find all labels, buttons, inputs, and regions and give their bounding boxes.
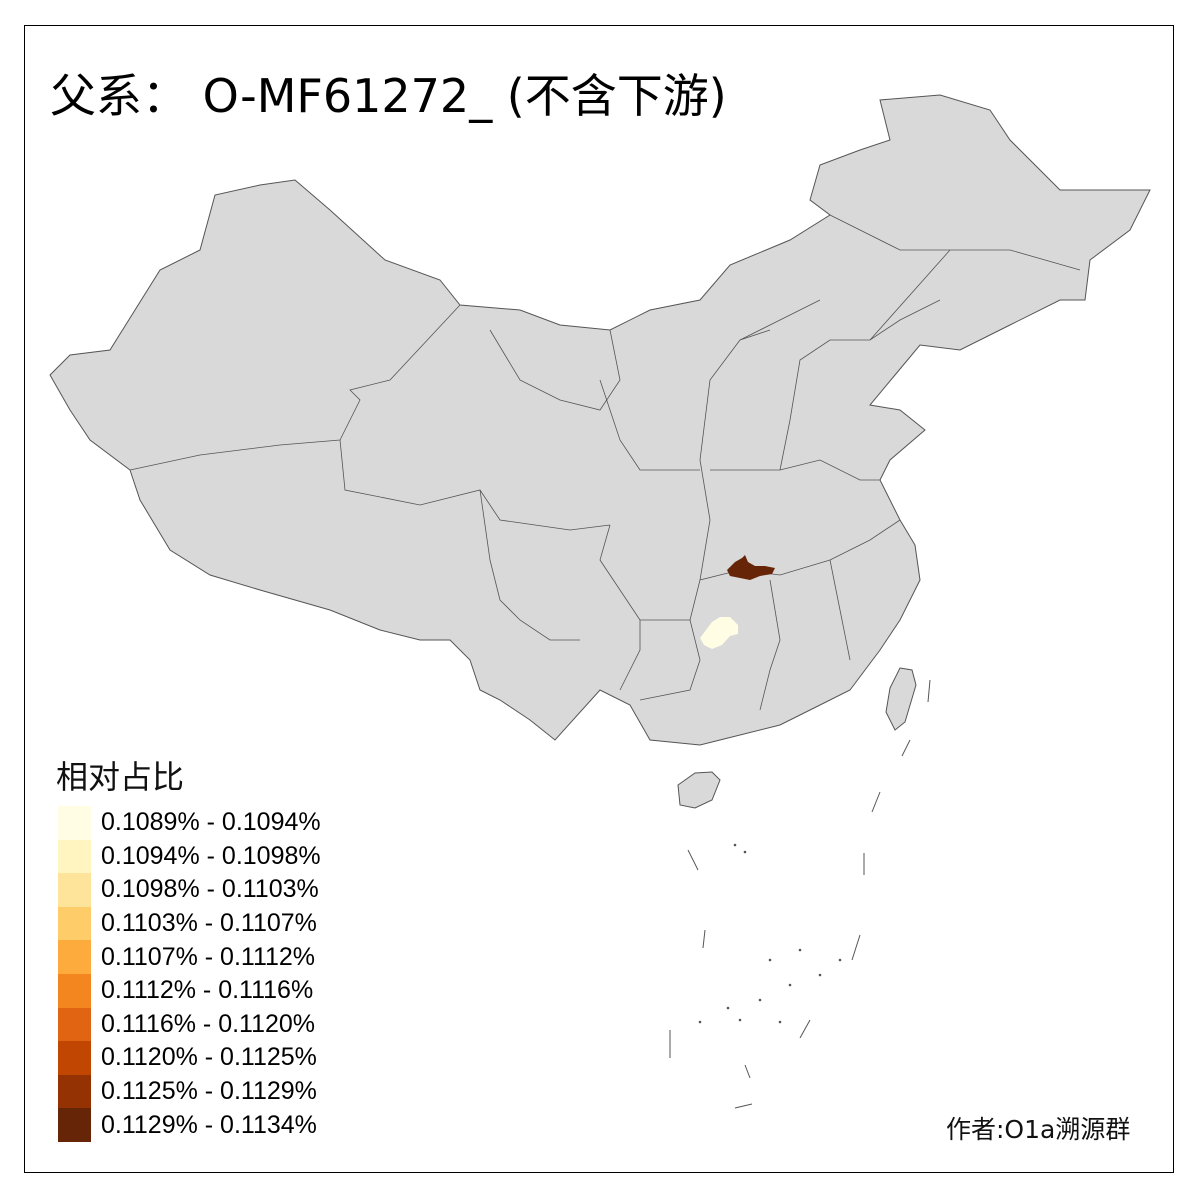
legend-label: 0.1107% - 0.1112% [101,942,316,971]
author-credit: 作者:O1a溯源群 [946,1115,1131,1144]
legend-label: 0.1125% - 0.1129% [101,1077,317,1106]
legend-swatch [58,940,91,974]
legend-label: 0.1103% - 0.1107% [101,909,317,938]
legend-item: 0.1129% - 0.1134% [58,1108,321,1142]
legend-label: 0.1098% - 0.1103% [101,875,319,904]
legend-label: 0.1094% - 0.1098% [101,841,321,870]
south-sea-islands [669,679,931,1109]
legend-swatch [58,806,91,840]
mainland-china [49,94,1151,746]
legend-swatch [58,839,91,874]
legend-item: 0.1112% - 0.1116% [58,973,321,1008]
region-high-value [727,555,775,580]
hainan-island [677,771,721,809]
legend-title: 相对占比 [56,758,185,796]
legend-swatch [58,1041,91,1075]
map-title: 父系： O-MF61272_ (不含下游) [50,69,727,123]
legend-label: 0.1089% - 0.1094% [101,808,321,837]
legend-label: 0.1116% - 0.1120% [101,1009,316,1038]
south-sea-dots [698,843,842,1024]
legend: 0.1089% - 0.1094% 0.1094% - 0.1098% 0.1098… [58,806,321,1142]
legend-item: 0.1125% - 0.1129% [58,1074,321,1109]
legend-item: 0.1120% - 0.1125% [58,1041,321,1075]
legend-item: 0.1089% - 0.1094% [58,806,321,840]
legend-swatch [58,973,91,1008]
legend-item: 0.1103% - 0.1107% [58,906,321,941]
province-borders [129,214,1081,711]
taiwan-island [885,667,917,731]
legend-swatch [58,1074,91,1109]
legend-item: 0.1094% - 0.1098% [58,839,321,874]
legend-swatch [58,906,91,941]
legend-swatch [58,1007,91,1042]
region-low-value [700,617,738,649]
map-frame [24,25,1174,1173]
legend-label: 0.1112% - 0.1116% [101,976,314,1005]
legend-item: 0.1107% - 0.1112% [58,940,321,974]
legend-label: 0.1120% - 0.1125% [101,1043,317,1072]
legend-label: 0.1129% - 0.1134% [101,1110,317,1139]
legend-item: 0.1098% - 0.1103% [58,873,321,907]
legend-item: 0.1116% - 0.1120% [58,1007,321,1042]
legend-swatch [58,1108,91,1142]
legend-swatch [58,873,91,907]
